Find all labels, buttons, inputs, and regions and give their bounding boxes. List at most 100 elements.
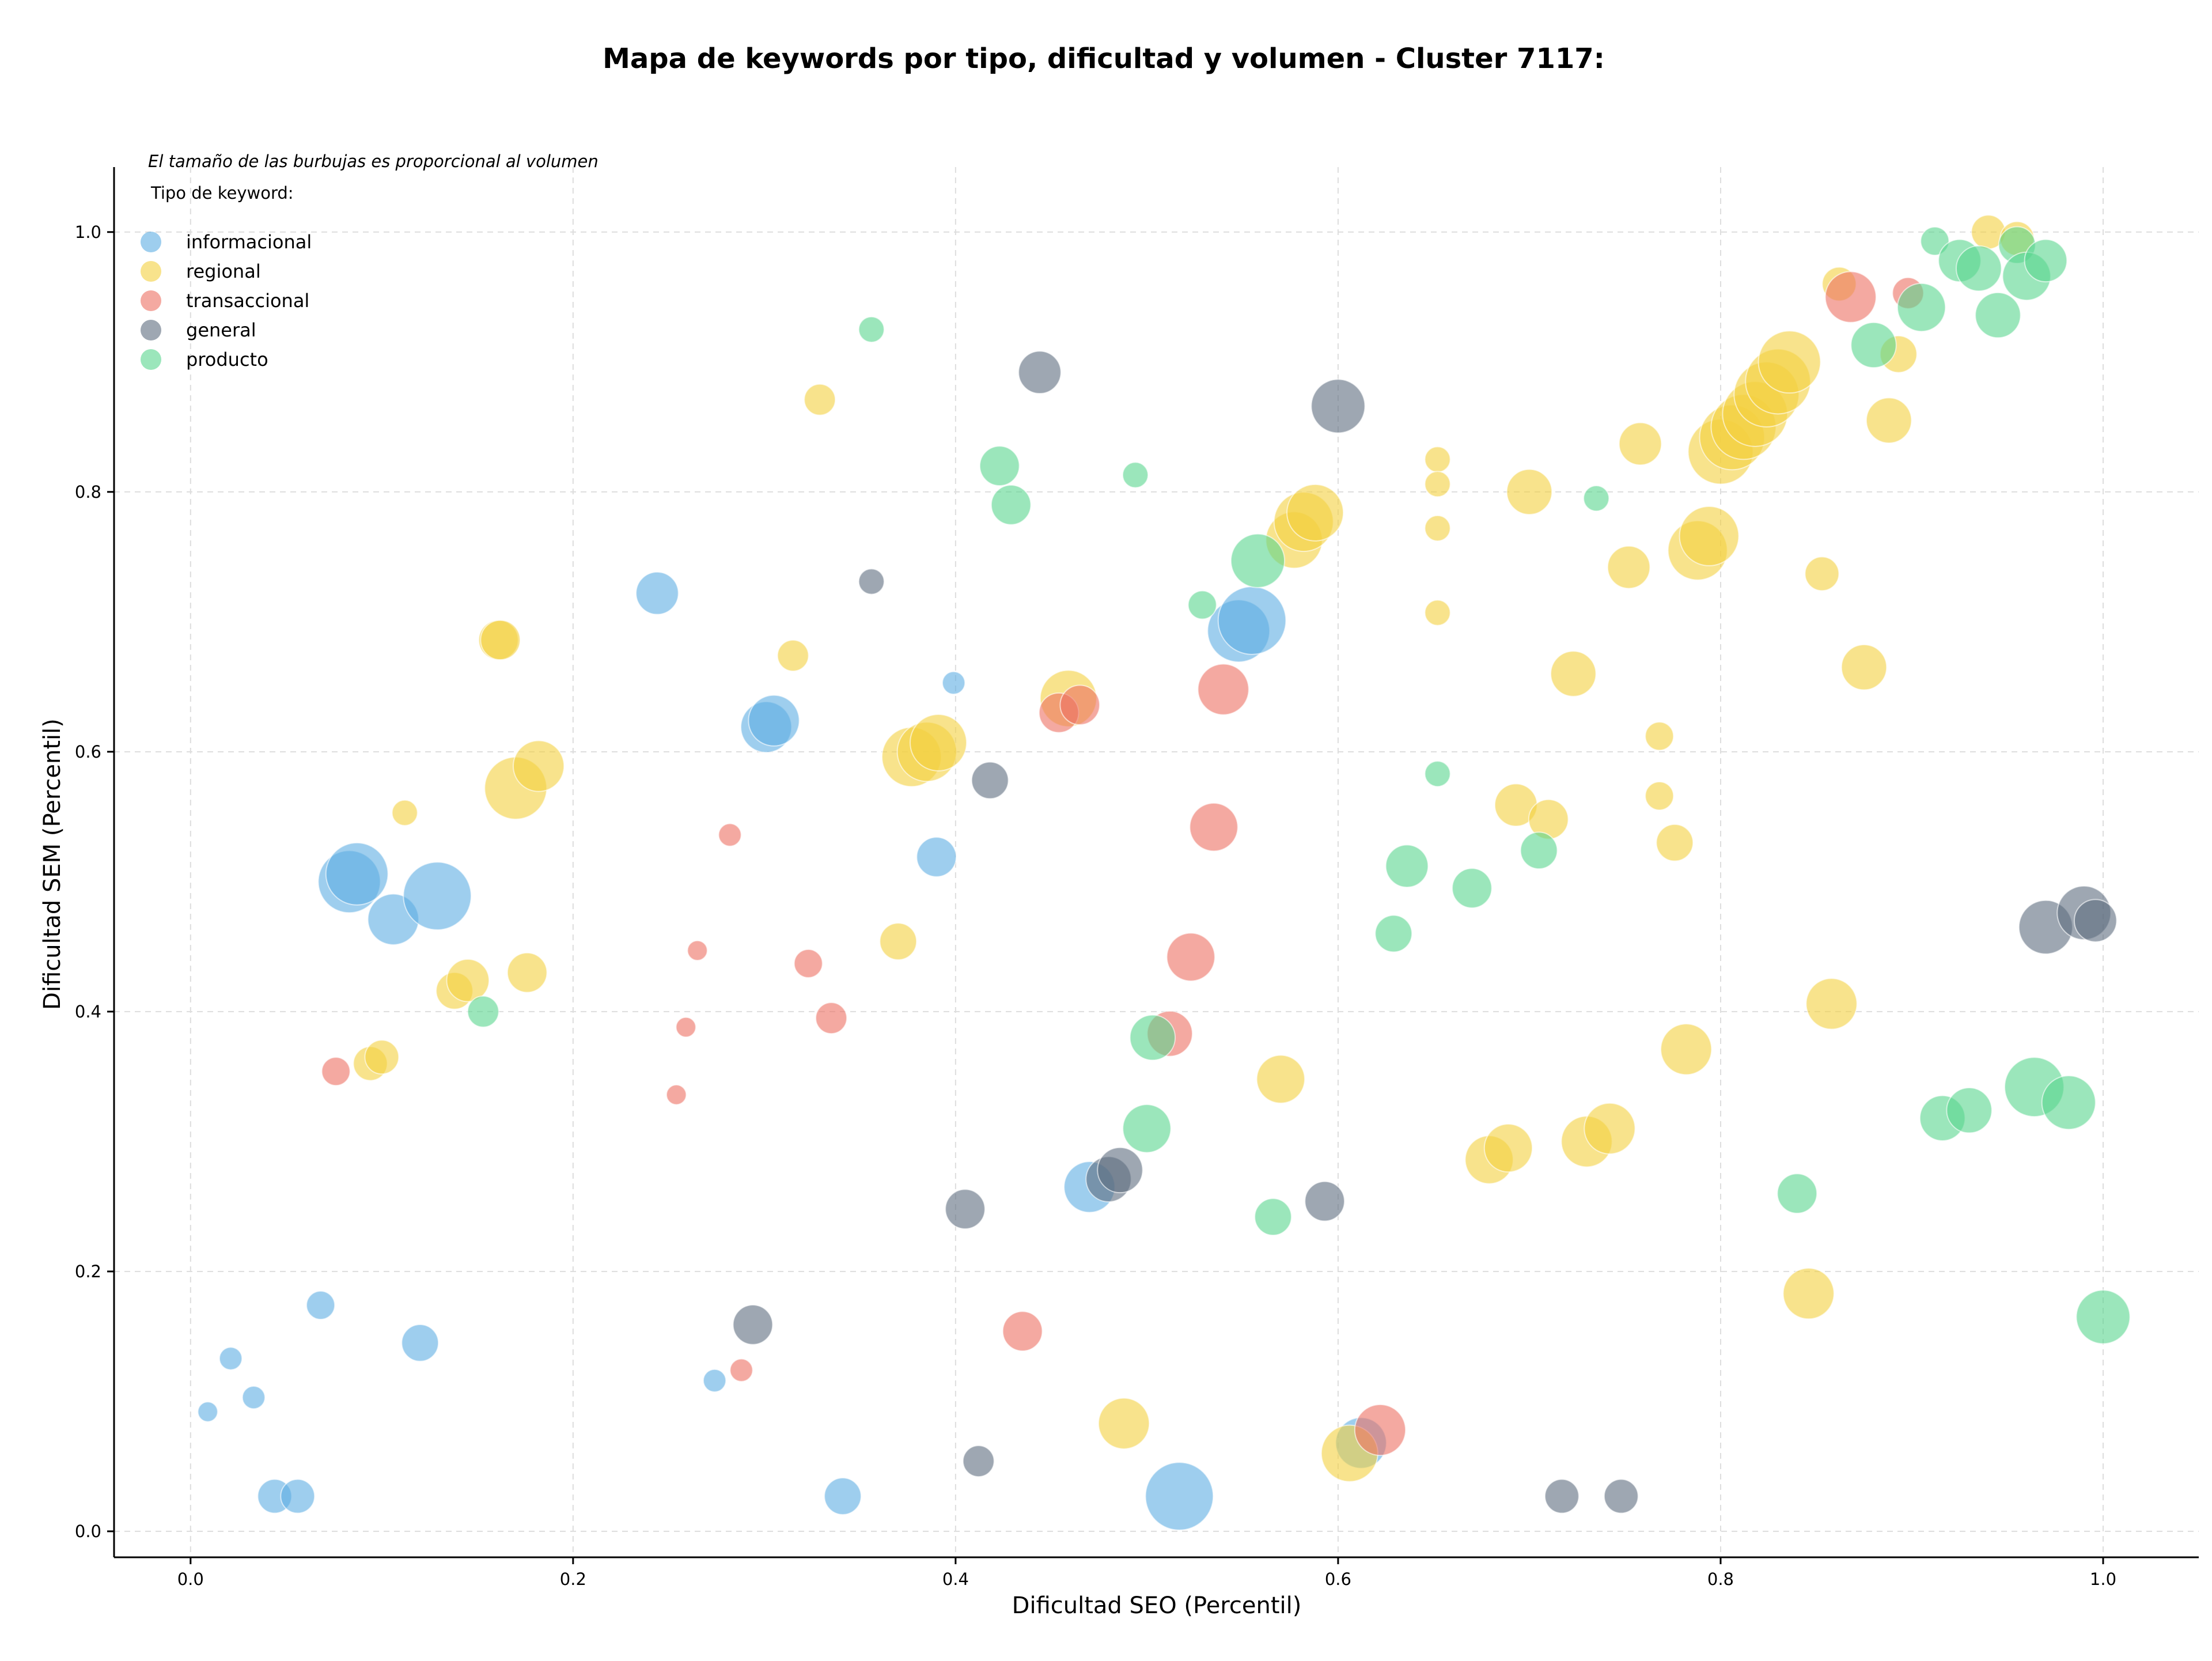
bubble-informacional-15 xyxy=(824,1477,862,1515)
bubble-general-5 xyxy=(1018,350,1062,395)
y-tick-label-0: 0.0 xyxy=(75,1522,101,1541)
bubble-producto-15 xyxy=(1583,485,1610,512)
bubble-producto-21 xyxy=(1955,245,2002,292)
bubble-producto-12 xyxy=(1424,760,1451,788)
bubble-producto-17 xyxy=(1850,321,1897,369)
legend-marker-general xyxy=(141,320,161,340)
bubble-producto-10 xyxy=(1374,914,1413,953)
bubble-transaccional-16 xyxy=(1824,271,1877,323)
bubble-producto-14 xyxy=(1520,831,1558,870)
y-axis-label: Dificultad SEM (Percentil) xyxy=(39,718,66,1010)
bubble-producto-4 xyxy=(1122,461,1149,489)
bubble-informacional-11 xyxy=(635,571,679,615)
bubble-regional-36 xyxy=(1618,422,1662,466)
x-tick-label-3: 0.6 xyxy=(1325,1569,1351,1589)
bubble-transaccional-6 xyxy=(793,948,823,978)
bubble-transaccional-7 xyxy=(815,1002,848,1035)
bubble-regional-23 xyxy=(1424,446,1451,473)
bubble-transaccional-10 xyxy=(1059,684,1100,725)
bubble-regional-11 xyxy=(804,383,836,416)
bubble-producto-27 xyxy=(1946,1087,1993,1134)
bubble-transaccional-5 xyxy=(729,1358,753,1382)
x-tick-label-2: 0.4 xyxy=(942,1569,969,1589)
bubble-informacional-12 xyxy=(702,1368,727,1393)
bubble-regional-52 xyxy=(1805,978,1858,1030)
bubble-informacional-4 xyxy=(280,1478,316,1514)
bubble-regional-25 xyxy=(1424,514,1451,542)
bubble-transaccional-4 xyxy=(718,823,742,847)
x-axis-label: Dificultad SEO (Percentil) xyxy=(1012,1592,1302,1619)
bubble-regional-49 xyxy=(1758,330,1821,394)
bubble-producto-3 xyxy=(990,485,1032,525)
bubble-general-10 xyxy=(1544,1478,1580,1514)
bubble-producto-6 xyxy=(1122,1104,1172,1153)
bubble-informacional-21 xyxy=(1217,586,1287,655)
bubble-regional-8 xyxy=(512,740,565,792)
bubble-informacional-2 xyxy=(241,1386,266,1410)
bubble-informacional-7 xyxy=(325,842,389,906)
bubble-informacional-10 xyxy=(401,1324,440,1362)
bubble-regional-21 xyxy=(1286,483,1344,542)
bubble-regional-10 xyxy=(777,639,809,672)
y-tick-label-1: 0.2 xyxy=(75,1262,101,1281)
bubble-regional-51 xyxy=(1804,556,1840,592)
bubble-transaccional-1 xyxy=(665,1084,687,1106)
x-tick-label-4: 0.8 xyxy=(1707,1569,1734,1589)
bubble-producto-7 xyxy=(1187,590,1217,620)
bubble-regional-6 xyxy=(480,619,521,661)
bubble-regional-12 xyxy=(879,922,918,960)
legend-marker-transaccional xyxy=(141,290,161,311)
bubble-informacional-14 xyxy=(748,694,800,747)
bubble-producto-18 xyxy=(1896,282,1946,332)
chart-title: Mapa de keywords por tipo, dificultad y … xyxy=(603,43,1605,75)
legend-label-regional: regional xyxy=(186,260,261,282)
legend-label-general: general xyxy=(186,319,256,341)
bubble-informacional-9 xyxy=(403,861,472,930)
bubble-regional-30 xyxy=(1506,468,1553,515)
bubble-general-14 xyxy=(2073,899,2118,943)
bubble-producto-1 xyxy=(858,316,885,343)
bubble-informacional-1 xyxy=(218,1346,243,1371)
bubble-regional-55 xyxy=(1865,397,1912,444)
bubble-regional-9 xyxy=(506,952,548,993)
bubble-regional-24 xyxy=(1424,471,1451,498)
bubble-regional-1 xyxy=(364,1039,400,1075)
bubble-producto-29 xyxy=(2041,1075,2096,1130)
bubble-general-7 xyxy=(1097,1147,1143,1194)
bubble-transaccional-3 xyxy=(687,940,708,961)
bubble-general-2 xyxy=(945,1189,986,1229)
bubble-regional-40 xyxy=(1660,1023,1713,1076)
bubble-producto-5 xyxy=(1129,1014,1176,1061)
bubble-regional-28 xyxy=(1483,1123,1533,1173)
y-tick-label-3: 0.6 xyxy=(75,742,101,762)
bubble-transaccional-12 xyxy=(1166,932,1215,982)
bubble-producto-16 xyxy=(1777,1173,1818,1214)
bubble-regional-15 xyxy=(909,714,967,772)
legend-label-informacional: informacional xyxy=(186,231,312,253)
y-tick-label-2: 0.4 xyxy=(75,1002,101,1021)
bubble-informacional-17 xyxy=(941,671,966,695)
bubble-regional-2 xyxy=(391,799,418,826)
legend-title: Tipo de keyword: xyxy=(150,183,294,203)
bubble-layer xyxy=(197,214,2131,1531)
legend-marker-producto xyxy=(141,349,161,370)
bubble-regional-42 xyxy=(1679,506,1740,566)
bubble-producto-22 xyxy=(1975,292,2021,339)
bubble-producto-13 xyxy=(1452,868,1493,909)
bubble-producto-8 xyxy=(1230,533,1286,588)
bubble-producto-2 xyxy=(979,445,1020,486)
x-tick-label-1: 0.2 xyxy=(560,1569,586,1589)
bubble-regional-17 xyxy=(1097,1397,1150,1450)
bubble-producto-9 xyxy=(1254,1198,1292,1236)
bubble-regional-26 xyxy=(1424,599,1451,626)
legend-marker-informacional xyxy=(141,232,161,252)
legend-marker-regional xyxy=(141,261,161,282)
x-tick-label-0: 0.0 xyxy=(177,1569,204,1589)
bubble-producto-11 xyxy=(1385,844,1429,888)
bubble-informacional-0 xyxy=(197,1401,218,1422)
size-note: El tamaño de las burbujas es proporciona… xyxy=(148,152,599,171)
bubble-regional-38 xyxy=(1645,781,1675,811)
bubble-general-4 xyxy=(971,761,1009,800)
legend-label-transaccional: transaccional xyxy=(186,290,309,312)
